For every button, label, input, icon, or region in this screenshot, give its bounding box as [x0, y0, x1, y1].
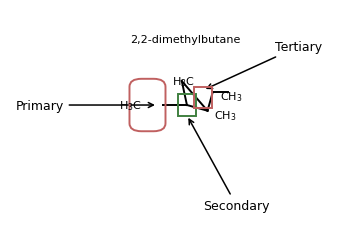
Text: CH$_3$: CH$_3$	[214, 109, 237, 123]
Text: Primary: Primary	[15, 99, 153, 112]
Text: CH$_3$: CH$_3$	[220, 90, 242, 103]
Bar	[194, 88, 212, 108]
Text: H$_3$C: H$_3$C	[172, 75, 194, 89]
Bar	[178, 94, 196, 117]
Text: 2,2-dimethylbutane: 2,2-dimethylbutane	[130, 35, 241, 45]
Text: H$_3$C: H$_3$C	[119, 99, 142, 112]
Text: Tertiary: Tertiary	[207, 41, 322, 89]
Text: Secondary: Secondary	[189, 120, 270, 212]
